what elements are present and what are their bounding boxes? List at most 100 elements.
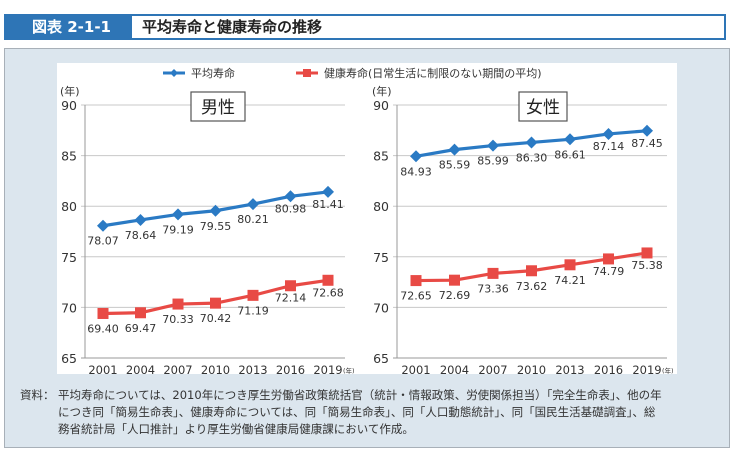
data-label: 87.14 — [593, 140, 625, 153]
data-label: 80.98 — [275, 202, 307, 215]
y-tick-label: 65 — [373, 351, 389, 366]
gender-title-box — [190, 91, 246, 122]
x-tick-label: 2010 — [517, 363, 546, 377]
data-label: 81.41 — [312, 198, 344, 211]
x-tick-label: 2004 — [440, 363, 469, 377]
data-label: 69.47 — [125, 322, 157, 335]
data-label: 85.99 — [477, 155, 509, 168]
data-label: 74.79 — [593, 265, 625, 278]
healthy-life-expectancy-point — [97, 307, 109, 319]
data-label: 73.36 — [477, 282, 509, 295]
healthy-life-expectancy-point — [526, 265, 537, 277]
y-tick-label: 70 — [373, 300, 389, 315]
y-tick-label: 85 — [61, 149, 77, 164]
gender-title-box — [518, 91, 568, 122]
life-expectancy-point — [487, 139, 499, 152]
life-expectancy-point — [247, 198, 259, 211]
y-tick-label: 75 — [61, 250, 77, 265]
x-tick-label: 2019 — [313, 363, 342, 377]
life-expectancy-point — [564, 133, 576, 146]
y-tick-label: 90 — [373, 98, 389, 113]
x-tick-label: 2007 — [478, 363, 507, 377]
y-tick-label: 65 — [61, 351, 77, 366]
healthy-life-expectancy-point — [564, 259, 576, 271]
data-label: 87.45 — [631, 137, 663, 150]
data-label: 85.59 — [439, 159, 471, 172]
x-tick-label: 2019 — [632, 363, 661, 377]
y-axis-unit-label: (年) — [60, 84, 80, 98]
source-label: 資料： — [20, 388, 55, 402]
x-tick-label: 2016 — [276, 363, 305, 377]
data-label: 86.61 — [554, 148, 586, 161]
x-tick-label: 2016 — [594, 363, 623, 377]
healthy-life-expectancy-point — [603, 253, 614, 265]
x-tick-label: 2004 — [126, 363, 155, 377]
life-expectancy-point — [641, 124, 653, 137]
data-label: 86.30 — [516, 151, 548, 164]
y-tick-label: 80 — [61, 199, 77, 214]
healthy-life-expectancy-point — [135, 307, 146, 319]
life-expectancy-point — [172, 208, 184, 221]
healthy-life-expectancy-point — [322, 274, 334, 286]
y-tick-label: 80 — [373, 199, 389, 214]
y-tick-label: 90 — [61, 98, 77, 113]
source-line: 平均寿命については、2010年につき厚生労働省政策統括官（統計・情報政策、労使関… — [58, 388, 662, 402]
life-expectancy-point — [134, 213, 147, 226]
healthy-life-expectancy-point — [210, 297, 221, 309]
legend-square-marker — [303, 69, 311, 77]
life-expectancy-point — [410, 150, 422, 163]
data-label: 72.69 — [439, 289, 471, 302]
healthy-life-expectancy-point — [172, 298, 184, 310]
y-tick-label: 75 — [373, 250, 389, 265]
healthy-life-expectancy-point — [410, 275, 422, 287]
gender-title: 男性 — [201, 98, 235, 118]
x-tick-label: 2013 — [555, 363, 584, 377]
life-expectancy-point — [209, 204, 222, 217]
life-expectancy-point — [322, 185, 334, 198]
x-tick-label: 2007 — [163, 363, 192, 377]
data-label: 78.07 — [87, 235, 119, 248]
life-expectancy-point — [602, 127, 615, 140]
source-line: 務省統計局「人口推計」より厚生労働省健康局健康課において作成。 — [58, 422, 414, 436]
data-label: 79.55 — [200, 220, 232, 233]
y-axis-unit-label: (年) — [372, 84, 392, 98]
y-tick-label: 85 — [373, 149, 389, 164]
data-label: 72.65 — [400, 290, 432, 303]
data-label: 72.14 — [275, 292, 307, 305]
life-expectancy-point — [284, 190, 297, 203]
data-label: 84.93 — [400, 165, 432, 178]
data-label: 70.42 — [200, 312, 232, 325]
healthy-life-expectancy-point — [285, 280, 296, 292]
x-tick-label: 2001 — [88, 363, 117, 377]
data-label: 72.68 — [312, 286, 344, 299]
data-label: 73.62 — [516, 280, 548, 293]
y-tick-label: 70 — [61, 300, 77, 315]
gender-title: 女性 — [526, 98, 560, 118]
data-label: 71.19 — [237, 304, 269, 317]
data-label: 75.38 — [631, 259, 663, 272]
life-expectancy-point — [448, 143, 461, 156]
data-label: 78.64 — [125, 229, 157, 242]
x-tick-label: 2010 — [201, 363, 230, 377]
healthy-life-expectancy-point — [247, 289, 259, 301]
source-line: につき同「簡易生命表」、健康寿命については、同「簡易生命表」、同「人口動態統計」… — [58, 405, 656, 419]
x-axis-unit-label: (年) — [662, 366, 674, 375]
legend-label: 平均寿命 — [191, 66, 235, 80]
data-label: 74.21 — [554, 274, 586, 287]
x-tick-label: 2013 — [238, 363, 267, 377]
life-expectancy-point — [525, 136, 538, 149]
data-label: 69.40 — [87, 322, 119, 335]
x-tick-label: 2001 — [401, 363, 430, 377]
legend-label: 健康寿命(日常生活に制限のない期間の平均) — [324, 66, 542, 80]
figure-number: 図表 2-1-1 — [6, 16, 132, 38]
figure-title: 平均寿命と健康寿命の推移 — [142, 18, 323, 36]
healthy-life-expectancy-point — [449, 274, 460, 286]
figure-header: 図表 2-1-1 平均寿命と健康寿命の推移 — [4, 14, 726, 40]
data-label: 70.33 — [162, 313, 194, 326]
healthy-life-expectancy-point — [641, 247, 653, 259]
healthy-life-expectancy-point — [487, 267, 499, 279]
legend-diamond-marker — [170, 69, 178, 77]
x-axis-unit-label: (年) — [343, 366, 355, 375]
life-expectancy-point — [97, 219, 109, 232]
